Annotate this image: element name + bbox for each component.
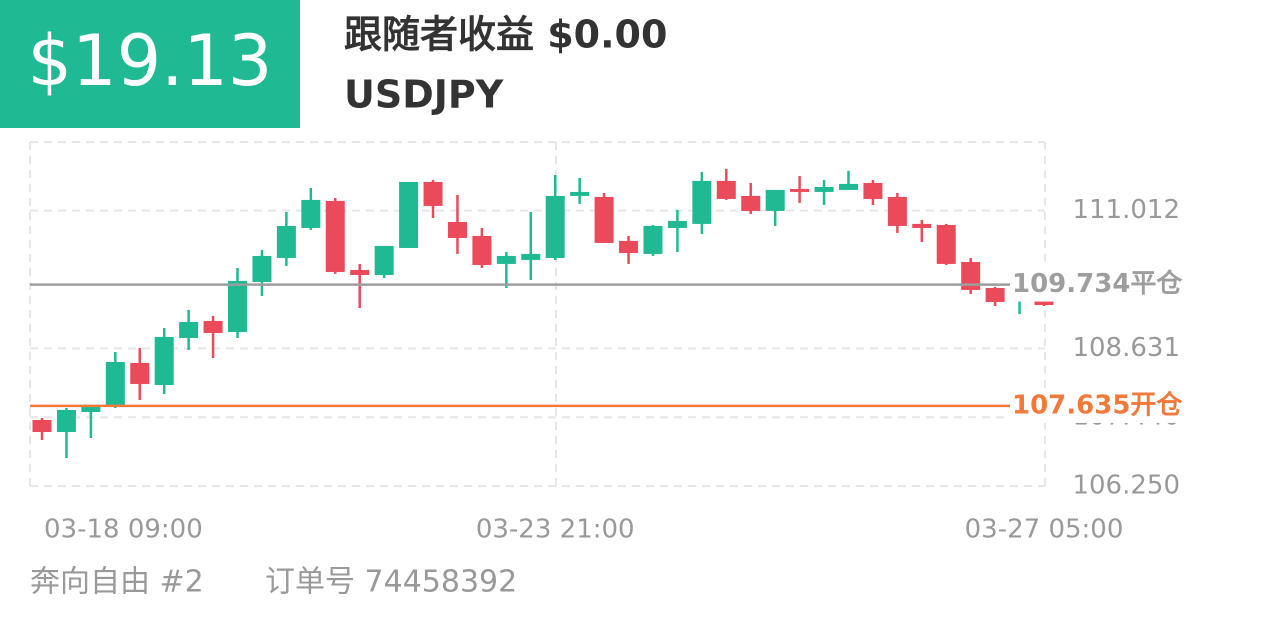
candle-body	[765, 189, 785, 211]
y-tick-label: 106.250	[1072, 471, 1180, 501]
candle-body	[56, 409, 76, 433]
x-tick-label: 03-27 05:00	[965, 515, 1124, 545]
candle-body	[814, 186, 834, 192]
candle-body	[130, 362, 150, 384]
candle-body	[887, 196, 907, 226]
candle-body	[936, 224, 956, 264]
y-tick-label: 111.012	[1072, 195, 1180, 225]
candle-body	[32, 419, 52, 433]
candle-body	[423, 181, 443, 206]
candle-body	[985, 287, 1005, 302]
profit: $19.13	[28, 20, 273, 102]
candle-body	[472, 235, 492, 265]
y-tick-label: 108.631	[1072, 333, 1180, 363]
candle-body	[667, 220, 687, 228]
candle-body	[545, 195, 565, 258]
candle-body	[276, 225, 296, 258]
candle-body	[912, 223, 932, 228]
candle-body	[838, 183, 858, 190]
candle-body	[325, 200, 345, 272]
candle-body	[203, 320, 223, 333]
candle-body	[594, 196, 614, 243]
candle-body	[399, 181, 419, 248]
candle-body	[643, 225, 663, 254]
candle-body	[741, 195, 761, 211]
candle-body	[521, 253, 541, 260]
candle-body	[179, 321, 199, 338]
x-tick-label: 03-18 09:00	[44, 515, 203, 545]
candle-body	[692, 180, 712, 224]
candle-body	[790, 188, 810, 192]
candle-body	[81, 405, 101, 412]
symbol: USDJPY	[344, 73, 504, 117]
candle-body	[105, 361, 125, 406]
candle-body	[619, 240, 639, 253]
level-label-bg	[1010, 388, 1185, 423]
candle-body	[863, 182, 883, 199]
order-number: 订单号 74458392	[265, 565, 517, 600]
candle-body	[252, 255, 272, 282]
candle-body	[350, 269, 370, 275]
candle-body	[716, 180, 736, 199]
level-label: 109.734平仓	[1012, 268, 1183, 299]
level-label-bg	[1010, 267, 1185, 302]
candle-body	[496, 255, 516, 264]
title: 跟随者收益 $0.00	[344, 13, 667, 57]
candle-body	[447, 221, 467, 238]
level-label: 107.635开仓	[1012, 389, 1183, 420]
candle-body	[154, 336, 174, 385]
strategy: 奔向自由 #2	[30, 565, 204, 600]
profit-box	[0, 0, 300, 128]
candle-body	[301, 199, 321, 228]
candle-body	[374, 245, 394, 275]
x-tick-label: 03-23 21:00	[476, 515, 635, 545]
candle-body	[961, 261, 981, 290]
candle-body	[228, 280, 248, 332]
candle-body	[570, 191, 590, 196]
